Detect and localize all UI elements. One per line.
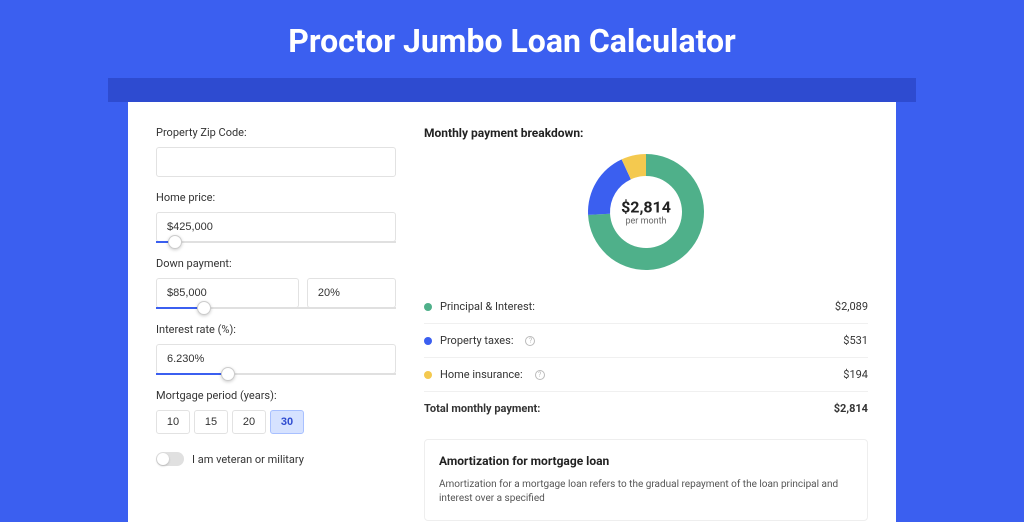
down-payment-label: Down payment: [156, 257, 396, 270]
breakdown-label: Home insurance: [440, 368, 523, 381]
home-price-group: Home price: [156, 191, 396, 243]
breakdown-title: Monthly payment breakdown: [424, 126, 868, 140]
total-row: Total monthly payment: $2,814 [424, 392, 868, 425]
veteran-toggle-knob [157, 453, 169, 465]
breakdown-row: Principal & Interest: $2,089 [424, 290, 868, 324]
interest-rate-slider-thumb[interactable] [221, 367, 235, 381]
home-price-label: Home price: [156, 191, 396, 204]
breakdown-row: Property taxes:? $531 [424, 324, 868, 358]
breakdown-value: $2,089 [835, 300, 868, 313]
legend-dot [424, 337, 432, 345]
info-icon[interactable]: ? [535, 370, 545, 380]
interest-rate-slider[interactable] [156, 373, 396, 375]
zip-field-group: Property Zip Code: [156, 126, 396, 177]
calculator-card: Property Zip Code: Home price: Down paym… [128, 102, 896, 522]
breakdown-value: $194 [843, 368, 868, 381]
breakdown-label: Principal & Interest: [440, 300, 535, 313]
home-price-input[interactable] [156, 212, 396, 242]
home-price-slider-thumb[interactable] [168, 235, 182, 249]
breakdown-value: $531 [843, 334, 868, 347]
down-payment-group: Down payment: [156, 257, 396, 309]
home-price-slider[interactable] [156, 241, 396, 243]
down-payment-pct-input[interactable] [307, 278, 396, 308]
donut-wrap: $2,814 per month [424, 152, 868, 272]
form-column: Property Zip Code: Home price: Down paym… [156, 126, 396, 522]
down-payment-slider-thumb[interactable] [197, 301, 211, 315]
donut-chart: $2,814 per month [586, 152, 706, 272]
page-title: Proctor Jumbo Loan Calculator [0, 0, 1024, 78]
total-label: Total monthly payment: [424, 402, 540, 415]
legend-dot [424, 303, 432, 311]
amortization-card: Amortization for mortgage loan Amortizat… [424, 439, 868, 521]
header-band [108, 78, 916, 102]
breakdown-label: Property taxes: [440, 334, 513, 347]
period-button-10[interactable]: 10 [156, 410, 190, 434]
interest-rate-group: Interest rate (%): [156, 323, 396, 375]
period-button-30[interactable]: 30 [270, 410, 304, 434]
amortization-title: Amortization for mortgage loan [439, 454, 853, 468]
veteran-toggle-row: I am veteran or military [156, 452, 396, 466]
donut-sub: per month [621, 217, 671, 227]
info-icon[interactable]: ? [525, 336, 535, 346]
interest-rate-input[interactable] [156, 344, 396, 374]
breakdown-column: Monthly payment breakdown: $2,814 per mo… [424, 126, 868, 522]
veteran-toggle[interactable] [156, 452, 184, 466]
interest-rate-label: Interest rate (%): [156, 323, 396, 336]
zip-input[interactable] [156, 147, 396, 177]
mortgage-period-label: Mortgage period (years): [156, 389, 396, 402]
legend-dot [424, 371, 432, 379]
down-payment-input[interactable] [156, 278, 299, 308]
veteran-label: I am veteran or military [192, 453, 304, 466]
breakdown-row: Home insurance:? $194 [424, 358, 868, 392]
total-value: $2,814 [834, 402, 868, 415]
donut-amount: $2,814 [621, 198, 671, 217]
amortization-text: Amortization for a mortgage loan refers … [439, 478, 853, 506]
mortgage-period-group: Mortgage period (years): 10152030 [156, 389, 396, 434]
period-button-15[interactable]: 15 [194, 410, 228, 434]
zip-label: Property Zip Code: [156, 126, 396, 139]
down-payment-slider[interactable] [156, 307, 396, 309]
period-button-20[interactable]: 20 [232, 410, 266, 434]
